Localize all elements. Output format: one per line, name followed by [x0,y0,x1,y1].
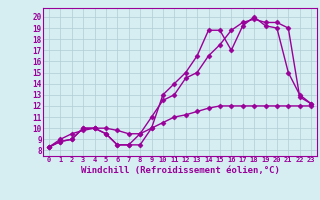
X-axis label: Windchill (Refroidissement éolien,°C): Windchill (Refroidissement éolien,°C) [81,166,279,175]
